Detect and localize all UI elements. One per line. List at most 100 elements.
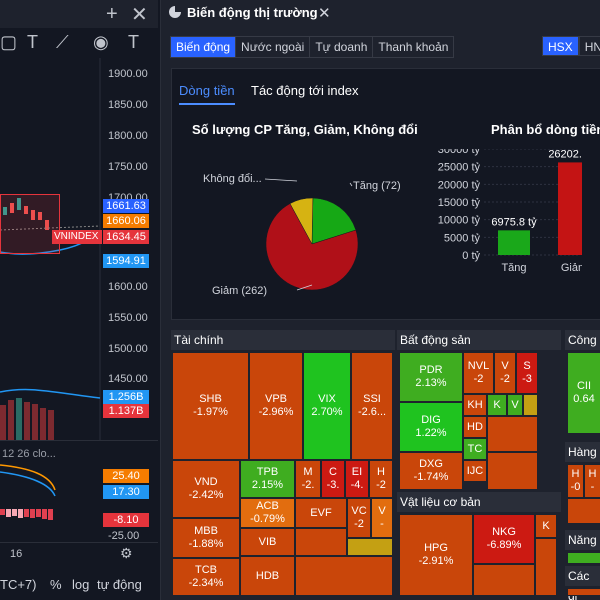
tile-re-small[interactable] (487, 452, 538, 490)
rectangle-tool-icon[interactable]: ▢ (0, 32, 18, 52)
tab-nuoc-ngoai[interactable]: Nước ngoài (236, 37, 311, 57)
percent-toggle[interactable]: % (50, 577, 62, 592)
tab-thanh-khoan[interactable]: Thanh khoản (373, 37, 454, 57)
sector-real-estate[interactable]: Bất động sản (397, 330, 561, 350)
tile-ssi[interactable]: SSI -2.6... (351, 352, 393, 460)
tile-vnd[interactable]: VND -2.42% (172, 460, 240, 518)
text-tool-icon[interactable]: T (27, 32, 38, 52)
sector-energy[interactable]: Năng l (565, 530, 600, 567)
price-tag-mid: 1660.06 (103, 214, 149, 228)
tile-tc[interactable]: TC (463, 438, 487, 460)
tile-m[interactable]: M -2. (295, 460, 321, 498)
tile-shb[interactable]: SHB -1.97% (172, 352, 249, 460)
auto-toggle[interactable]: tự động (97, 577, 142, 592)
tile-dxg[interactable]: DXG -1.74% (399, 452, 463, 490)
tile-re-v2[interactable]: V (507, 394, 523, 416)
tab-bien-dong[interactable]: Biến động (171, 37, 237, 57)
tile-c[interactable]: C -3. (321, 460, 345, 498)
timezone-label[interactable]: TC+7) (0, 577, 37, 592)
close-icon[interactable]: ✕ (318, 5, 331, 22)
close-icon[interactable]: ✕ (131, 4, 148, 26)
tile-re-v[interactable]: V -2 (494, 352, 516, 394)
tile-hang-h2[interactable]: H- (584, 464, 600, 498)
sector-services[interactable]: Các dị (565, 566, 600, 600)
tile-mat-small[interactable] (473, 564, 535, 596)
tile-acb[interactable]: ACB -0.79% (240, 498, 295, 528)
sector-consumer[interactable]: Hàng t (565, 442, 600, 479)
price-tick: 1550.00 (108, 312, 148, 324)
price-chart-pane[interactable]: + ✕ ▢ T ⟋ ◉ T (0, 0, 158, 600)
vnindex-label: VNINDEX (52, 230, 102, 244)
tile-ijc[interactable]: IJC (463, 460, 487, 482)
breadth-pie-chart[interactable] (242, 174, 382, 314)
macd-label[interactable]: 12 26 clo... (2, 448, 56, 460)
pie-chart-title: Số lượng CP Tăng, Giảm, Không đổi (192, 122, 418, 137)
tile-kh[interactable]: KH (463, 394, 487, 416)
tile-s[interactable]: S -3 (516, 352, 538, 394)
tile-vib[interactable]: VIB (240, 528, 295, 556)
tile-fin-small[interactable] (295, 528, 347, 556)
bar-Giảm[interactable] (558, 162, 582, 255)
bar-Tăng[interactable] (498, 230, 530, 255)
price-tag-ma: 1594.91 (103, 254, 149, 268)
text-cursor-tool-icon[interactable]: T (128, 32, 139, 52)
tile-vc[interactable]: VC -2 (347, 498, 371, 538)
price-tick: 1600.00 (108, 281, 148, 293)
sector-industrial[interactable]: Công n (565, 330, 600, 367)
sector-treemap: Tài chính SHB -1.97% VPB -2.96% VIX 2.70% S… (171, 330, 600, 600)
tile-h[interactable]: H -2 (369, 460, 393, 498)
circle-tool-icon[interactable]: ◉ (93, 32, 109, 52)
tile-hpg[interactable]: HPG -2.91% (399, 514, 473, 596)
volume-tag-ma: 1.256B (103, 390, 149, 404)
tile-fin-small[interactable] (347, 538, 393, 556)
tile-hang-small[interactable] (567, 498, 600, 524)
tile-pdr[interactable]: PDR 2.13% (399, 352, 463, 402)
tile-tpb[interactable]: TPB 2.15% (240, 460, 295, 498)
tab-hsx[interactable]: HSX (542, 36, 579, 56)
tile-v[interactable]: V- (371, 498, 393, 538)
tile-hdb[interactable]: HDB (240, 556, 295, 596)
tile-fin-small[interactable] (295, 556, 393, 596)
bar-x-tick: Tăng (501, 262, 526, 274)
tile-cii[interactable]: CII 0.64 (567, 352, 600, 434)
bar-y-tick: 10000 tỷ (438, 215, 481, 227)
pie-slice-Tăng[interactable] (311, 197, 357, 245)
tile-nvl[interactable]: NVL -2 (463, 352, 494, 394)
highlight-range-box[interactable] (0, 194, 60, 254)
tile-evf[interactable]: EVF (295, 498, 347, 528)
sector-finance[interactable]: Tài chính (171, 330, 395, 350)
bar-y-tick: 5000 tỷ (444, 232, 481, 244)
tile-re-small[interactable] (523, 394, 538, 416)
tab-tu-doanh[interactable]: Tự doanh (310, 37, 374, 57)
subtab-tac-dong[interactable]: Tác động tới index (251, 83, 359, 98)
panel-title: Biến động thị trường (187, 5, 318, 20)
add-icon[interactable]: + (106, 3, 118, 25)
tile-nkg[interactable]: NKG -6.89% (473, 514, 535, 564)
trend-tool-icon[interactable]: ⟋ (56, 32, 69, 52)
pie-slice-Không đổi[interactable] (289, 197, 314, 245)
money-flow-bar-chart[interactable]: 30000 tỷ 25000 tỷ 20000 tỷ 15000 tỷ 10000 tỷ… (422, 149, 582, 339)
tile-services[interactable] (567, 588, 600, 596)
time-axis-separator (0, 542, 158, 543)
log-toggle[interactable]: log (72, 577, 90, 592)
tab-hnx[interactable]: HN (578, 36, 600, 56)
tile-mbb[interactable]: MBB -1.88% (172, 518, 240, 558)
tile-vpb[interactable]: VPB -2.96% (249, 352, 303, 460)
tile-re-small[interactable] (487, 416, 538, 452)
settings-gear-icon[interactable]: ⚙ (120, 545, 133, 561)
tile-energy[interactable] (567, 552, 600, 564)
chart-bottom-bar: TC+7) % log tự động (0, 572, 158, 600)
subtab-dong-tien[interactable]: Dòng tiền (179, 83, 235, 98)
tile-hd[interactable]: HD (463, 416, 487, 438)
tile-mat-k[interactable]: K (535, 514, 557, 538)
sector-materials[interactable]: Vật liệu cơ bản (397, 492, 561, 512)
pane-separator[interactable] (0, 440, 158, 441)
tile-dig[interactable]: DIG 1.22% (399, 402, 463, 452)
tile-tcb[interactable]: TCB -2.34% (172, 558, 240, 596)
tile-mat-small[interactable] (535, 538, 557, 596)
tile-ei[interactable]: EI -4. (345, 460, 369, 498)
tile-vix[interactable]: VIX 2.70% (303, 352, 351, 460)
tile-re-k[interactable]: K (487, 394, 507, 416)
pie-slice-Giảm[interactable] (265, 203, 359, 291)
tile-hang-h[interactable]: H -0 (567, 464, 584, 498)
